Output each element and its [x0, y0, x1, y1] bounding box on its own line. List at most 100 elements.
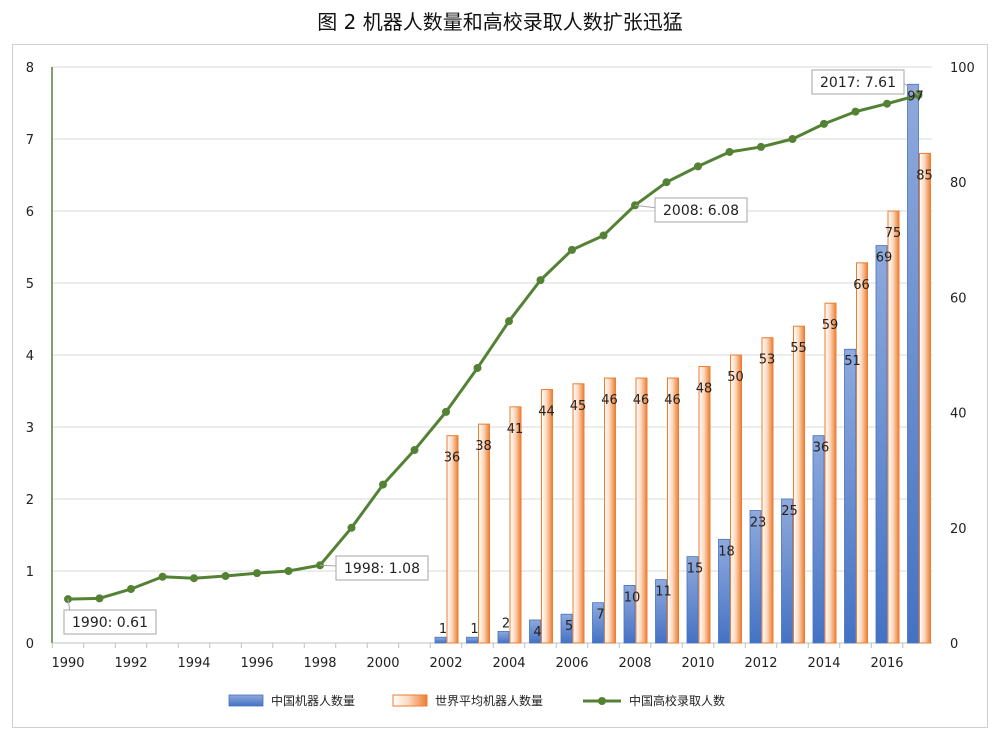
china-robot-bar	[875, 245, 888, 644]
enrollment-point	[883, 99, 891, 108]
enrollment-point	[694, 162, 702, 171]
chart-title: 图 2 机器人数量和高校录取人数扩张迅猛	[317, 10, 683, 34]
x-tick-label: 2008	[618, 656, 651, 671]
china-robot-bar	[907, 83, 919, 644]
enrollment-point	[253, 569, 261, 578]
china-robot-label: 4	[533, 625, 541, 640]
legend-layer: 中国机器人数量 世界平均机器人数量 中国高校录取人数	[228, 693, 725, 708]
legend-label-enrollment: 中国高校录取人数	[629, 693, 725, 708]
world-robot-label: 50	[727, 370, 744, 385]
left-tick-label: 5	[26, 277, 34, 292]
china-robot-bar	[686, 556, 699, 644]
x-tick-label: 1994	[177, 656, 210, 671]
enrollment-point	[158, 572, 167, 581]
world-robot-bar	[856, 262, 868, 644]
legend-marker-enrollment	[598, 697, 606, 705]
world-robot-label: 46	[664, 393, 681, 408]
enrollment-point	[442, 407, 450, 416]
enrollment-point	[95, 594, 104, 603]
left-tick-label: 2	[26, 493, 34, 508]
enrollment-point	[599, 231, 608, 240]
callout-box	[811, 69, 905, 95]
world-robot-label: 46	[601, 393, 618, 408]
world-robot-label: 38	[475, 439, 492, 454]
china-robot-bar	[718, 538, 730, 644]
china-robot-label: 1	[470, 622, 478, 637]
x-tick-label: 2004	[492, 656, 525, 671]
china-robot-bar	[497, 631, 510, 644]
china-robot-label: 36	[813, 441, 830, 456]
callout-box	[335, 555, 429, 581]
x-tick-label: 2000	[366, 656, 399, 671]
china-robot-label: 97	[907, 89, 924, 104]
left-tick-label: 8	[26, 61, 34, 76]
enrollment-point	[127, 585, 135, 593]
legend-label-world-robots: 世界平均机器人数量	[435, 693, 543, 708]
left-tick-label: 0	[26, 637, 34, 652]
world-robot-label: 55	[790, 341, 807, 356]
callout-layer: 1990: 0.61 1998: 1.08 2008: 6.08 2017: 7.61	[63, 69, 919, 635]
china-robot-bar	[812, 435, 825, 644]
world-robot-bar	[604, 377, 616, 644]
world-robot-label: 66	[853, 278, 870, 293]
legend-label-china-robots: 中国机器人数量	[271, 693, 355, 708]
callout-box	[63, 609, 157, 635]
world-robot-label: 45	[570, 399, 587, 414]
enrollment-point	[757, 142, 765, 151]
line-layer	[64, 91, 923, 604]
right-tick-label: 100	[950, 61, 975, 76]
world-robot-label: 48	[696, 382, 713, 397]
right-tick-label: 20	[950, 522, 967, 537]
x-tick-label: 1990	[51, 656, 84, 671]
right-tick-label: 80	[950, 176, 967, 191]
world-robot-bar	[509, 406, 522, 644]
china-robot-label: 51	[844, 354, 861, 369]
china-robot-label: 2	[502, 616, 510, 631]
world-robot-bar	[730, 354, 742, 644]
left-tick-label: 7	[26, 133, 34, 148]
bar-layer	[434, 83, 931, 644]
callout-box	[654, 197, 748, 223]
enrollment-point	[284, 567, 293, 575]
world-robot-label: 46	[633, 393, 650, 408]
right-tick-label: 40	[950, 407, 967, 422]
x-tick-label: 2010	[681, 656, 714, 671]
world-robot-bar	[446, 435, 459, 644]
legend-swatch-world-robots	[392, 694, 428, 707]
china-robot-label: 25	[781, 504, 798, 519]
china-robot-label: 1	[439, 622, 447, 637]
china-robot-bar	[844, 348, 856, 644]
world-robot-bar	[761, 337, 774, 644]
callout-leader	[634, 204, 658, 209]
enrollment-point	[221, 572, 230, 581]
world-robot-label: 44	[538, 405, 555, 420]
enrollment-point	[347, 523, 356, 532]
china-robot-label: 5	[565, 619, 573, 634]
x-tick-label: 1992	[114, 656, 147, 671]
china-robot-bar	[749, 510, 762, 644]
china-robot-label: 23	[750, 516, 767, 531]
world-robot-bar	[698, 366, 711, 644]
x-tick-label: 1996	[240, 656, 273, 671]
china-robot-bar	[623, 585, 636, 644]
enrollment-point	[725, 147, 734, 156]
left-tick-label: 1	[26, 565, 34, 580]
right-tick-label: 0	[950, 637, 958, 652]
enrollment-point	[473, 363, 482, 372]
world-robot-bar	[824, 302, 837, 644]
china-robot-label: 7	[596, 608, 604, 623]
chart-frame	[12, 44, 988, 728]
x-tick-label: 2016	[870, 656, 903, 671]
china-robot-bar	[529, 619, 541, 644]
china-robot-label: 11	[655, 585, 672, 600]
enrollment-point	[379, 480, 387, 489]
china-robot-bar	[560, 613, 573, 644]
world-robot-bar	[919, 152, 931, 644]
callout-label: 1998: 1.08	[344, 561, 420, 577]
enrollment-point	[505, 317, 513, 326]
enrollment-point	[536, 276, 545, 285]
enrollment-line	[67, 93, 919, 601]
